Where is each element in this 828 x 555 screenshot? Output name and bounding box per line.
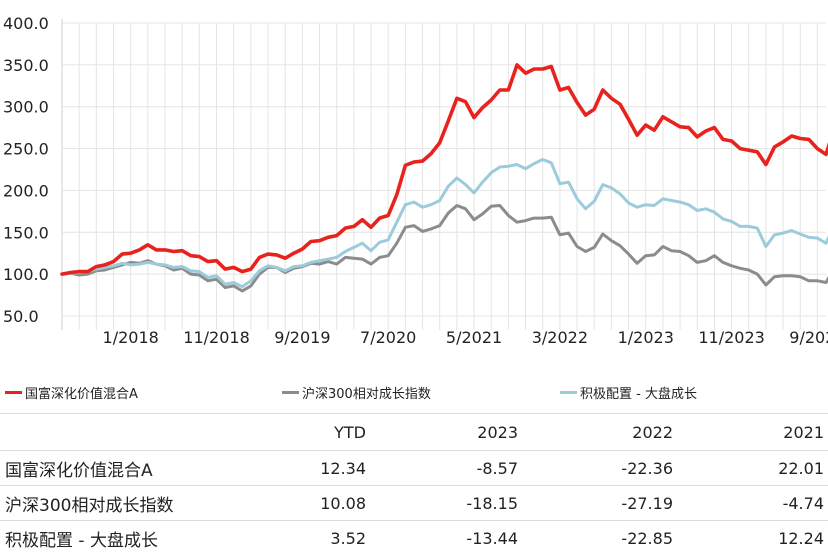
performance-line-chart: 50.0100.0150.0200.0250.0300.0350.0400.0 … xyxy=(3,14,828,347)
y-tick-label: 300.0 xyxy=(3,98,49,117)
cell-ytd: 12.34 xyxy=(210,450,370,486)
cell-2023: -8.57 xyxy=(370,450,522,486)
y-tick-label: 400.0 xyxy=(3,14,49,33)
y-tick-label: 100.0 xyxy=(3,265,49,284)
legend-label-fund: 国富深化价值混合A xyxy=(25,387,138,402)
table-header-name xyxy=(0,413,210,451)
cell-2021: 12.24 xyxy=(677,520,828,555)
series-line-fund xyxy=(60,63,828,276)
y-axis-tick-labels: 50.0 100.0 150.0 200.0 250.0 300.0 350.0 400.0 xyxy=(3,14,49,326)
y-tick-label: 200.0 xyxy=(3,181,49,200)
legend-item-index: 沪深300相对成长指数 xyxy=(282,383,431,402)
x-tick-label: 1/2018 xyxy=(103,328,159,347)
legend-label-index: 沪深300相对成长指数 xyxy=(302,387,431,402)
legend-swatch-category xyxy=(560,391,577,394)
x-axis-tick-labels: 1/2018 11/2018 9/2019 7/2020 5/2021 3/2022 1/2… xyxy=(103,328,828,347)
y-tick-label: 350.0 xyxy=(3,56,49,75)
row-name: 积极配置 - 大盘成长 xyxy=(0,520,210,555)
cell-2022: -22.85 xyxy=(522,520,677,555)
table-row: 沪深300相对成长指数 10.08 -18.15 -27.19 -4.74 xyxy=(0,485,828,521)
x-tick-label: 1/2023 xyxy=(618,328,674,347)
vertical-gridlines xyxy=(61,19,818,330)
legend-label-category: 积极配置 - 大盘成长 xyxy=(580,387,697,402)
performance-table: YTD 2023 2022 2021 国富深化价值混合A 12.34 -8.57… xyxy=(0,413,828,555)
x-tick-label: 7/2020 xyxy=(360,328,416,347)
cell-2023: -18.15 xyxy=(370,485,522,521)
y-tick-label: 50.0 xyxy=(3,307,39,326)
table-header-2023: 2023 xyxy=(370,413,522,451)
series-line-category xyxy=(60,158,828,289)
table-header-row: YTD 2023 2022 2021 xyxy=(0,413,828,451)
series-line-index xyxy=(60,204,828,293)
cell-ytd: 3.52 xyxy=(210,520,370,555)
table-row: 国富深化价值混合A 12.34 -8.57 -22.36 22.01 xyxy=(0,450,828,486)
row-name: 国富深化价值混合A xyxy=(0,450,210,486)
legend-item-fund: 国富深化价值混合A xyxy=(5,383,138,402)
table-header-2021: 2021 xyxy=(677,413,828,451)
row-name: 沪深300相对成长指数 xyxy=(0,485,210,521)
x-tick-label: 11/2023 xyxy=(698,328,764,347)
table-header-ytd: YTD xyxy=(210,413,370,451)
horizontal-gridlines xyxy=(62,22,826,317)
x-tick-label: 9/2019 xyxy=(274,328,330,347)
x-tick-label: 5/2021 xyxy=(446,328,502,347)
cell-ytd: 10.08 xyxy=(210,485,370,521)
chart-legend: 国富深化价值混合A 沪深300相对成长指数 积极配置 - 大盘成长 xyxy=(0,383,828,409)
cell-2021: 22.01 xyxy=(677,450,828,486)
cell-2021: -4.74 xyxy=(677,485,828,521)
y-tick-label: 150.0 xyxy=(3,223,49,242)
legend-item-category: 积极配置 - 大盘成长 xyxy=(560,383,697,402)
x-tick-label: 9/2024 xyxy=(789,328,828,347)
cell-2022: -27.19 xyxy=(522,485,677,521)
x-tick-label: 11/2018 xyxy=(183,328,249,347)
series-lines xyxy=(60,63,828,293)
x-tick-label: 3/2022 xyxy=(532,328,588,347)
y-tick-label: 250.0 xyxy=(3,140,49,159)
cell-2022: -22.36 xyxy=(522,450,677,486)
table-row: 积极配置 - 大盘成长 3.52 -13.44 -22.85 12.24 xyxy=(0,520,828,555)
cell-2023: -13.44 xyxy=(370,520,522,555)
legend-swatch-fund xyxy=(5,391,22,394)
table-header-2022: 2022 xyxy=(522,413,677,451)
legend-swatch-index xyxy=(282,391,299,394)
